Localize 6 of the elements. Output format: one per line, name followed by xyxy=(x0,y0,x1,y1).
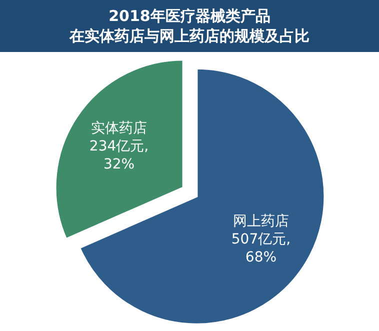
slice-label: 实体药店 xyxy=(91,120,148,137)
chart-title: 2018年医疗器械类产品 xyxy=(108,7,270,25)
slice-label: 网上药店 xyxy=(232,213,289,230)
data-label: 234亿元, 32% xyxy=(89,138,149,173)
data-label: 507亿元, 68% xyxy=(231,231,291,266)
chart-subtitle: 在实体药店与网上药店的规模及占比 xyxy=(68,27,310,45)
